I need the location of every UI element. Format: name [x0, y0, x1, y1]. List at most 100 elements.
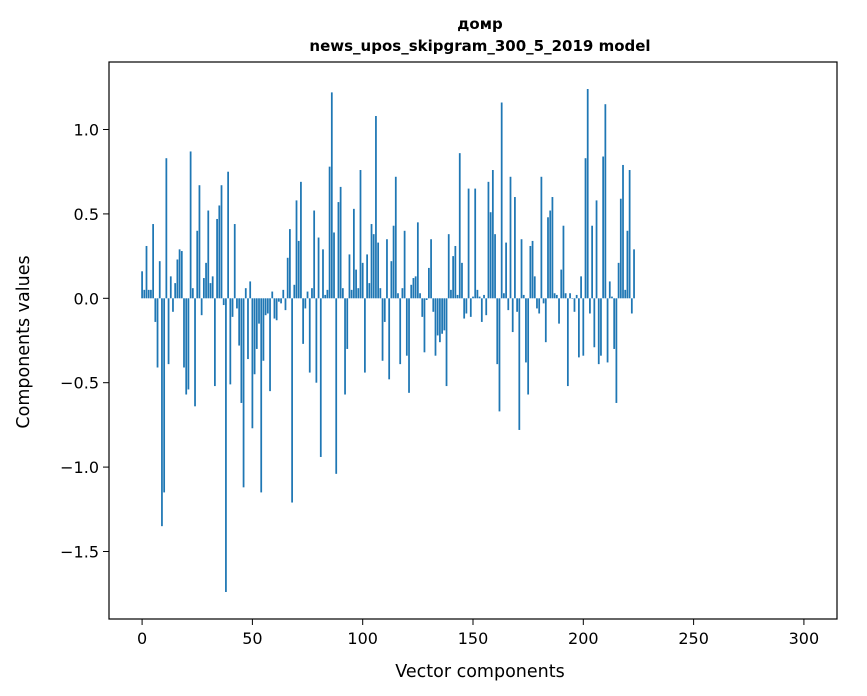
bar: [249, 281, 252, 299]
bar: [386, 239, 388, 299]
bar: [326, 289, 329, 299]
y-tick-label: 0.0: [74, 289, 99, 308]
bar: [227, 171, 229, 299]
bar: [275, 298, 278, 321]
bar: [282, 289, 285, 299]
bar: [518, 298, 521, 430]
bar: [172, 298, 174, 312]
bar: [622, 164, 624, 299]
bar: [337, 202, 340, 299]
bar: [483, 294, 485, 299]
bar: [236, 298, 238, 309]
bar: [498, 298, 501, 412]
chart-title: домр: [457, 15, 503, 33]
bar: [264, 298, 267, 316]
bar: [322, 249, 324, 299]
bar: [302, 298, 305, 344]
bar: [624, 289, 627, 299]
bar: [450, 289, 452, 299]
bar: [615, 298, 618, 403]
bar: [507, 298, 510, 311]
bar: [141, 271, 143, 299]
bar: [456, 294, 459, 299]
bar: [330, 92, 333, 299]
bar: [348, 254, 351, 299]
bar: [416, 222, 419, 299]
bar: [366, 254, 368, 299]
bar: [176, 259, 179, 299]
bar: [383, 298, 386, 322]
bar: [187, 298, 190, 390]
bar: [571, 298, 574, 299]
bar: [540, 176, 543, 299]
bar: [474, 188, 477, 299]
bar: [505, 242, 507, 299]
bar: [180, 251, 183, 299]
bar: [328, 166, 331, 299]
bar: [169, 276, 172, 299]
bar: [458, 153, 461, 299]
chart-subtitle: news_upos_skipgram_300_5_2019 model: [309, 37, 650, 55]
bar: [266, 298, 269, 314]
bar: [527, 298, 530, 395]
bar: [185, 298, 188, 395]
bar: [191, 288, 194, 299]
bar: [247, 298, 249, 360]
bar: [487, 181, 490, 299]
y-tick-label: 0.5: [74, 205, 99, 224]
bar: [211, 276, 214, 299]
bar: [476, 289, 479, 299]
bar: [496, 298, 499, 365]
bar: [533, 276, 536, 299]
bar: [368, 283, 371, 299]
bar: [549, 210, 552, 299]
bar: [461, 262, 463, 299]
bar: [214, 298, 216, 387]
bar: [258, 298, 260, 324]
bar: [377, 242, 380, 299]
bar: [271, 291, 274, 299]
bar: [178, 249, 181, 299]
bar: [569, 293, 571, 299]
bar: [423, 298, 426, 353]
x-tick-label: 250: [678, 629, 709, 648]
bar: [372, 234, 375, 299]
bar: [630, 298, 633, 314]
bar: [335, 298, 338, 474]
bar: [339, 186, 342, 299]
bar: [525, 298, 527, 363]
bar: [231, 298, 234, 317]
bar: [333, 232, 335, 299]
bar: [467, 188, 470, 299]
bar: [293, 284, 296, 299]
y-tick-label: −0.5: [60, 374, 99, 393]
x-axis-label: Vector components: [395, 662, 564, 682]
bar: [364, 298, 366, 373]
bar: [503, 293, 505, 299]
bar: [414, 276, 417, 299]
bar: [317, 237, 320, 299]
bar: [253, 298, 256, 375]
bar: [580, 276, 582, 299]
bar: [399, 298, 402, 365]
bar: [289, 229, 291, 299]
bar: [205, 262, 207, 299]
bar: [280, 298, 282, 304]
bar: [582, 298, 585, 356]
bar: [174, 283, 177, 299]
bar: [602, 156, 605, 299]
bar: [452, 256, 455, 299]
bar: [430, 239, 432, 299]
bar: [242, 298, 245, 488]
bar: [352, 208, 355, 299]
x-tick-label: 300: [789, 629, 820, 648]
bar: [469, 298, 472, 317]
bar: [154, 298, 157, 322]
bar: [485, 298, 488, 316]
bar: [436, 298, 439, 336]
bar: [311, 288, 313, 299]
bar: [207, 210, 210, 299]
bar: [542, 298, 545, 304]
bar: [381, 298, 384, 361]
